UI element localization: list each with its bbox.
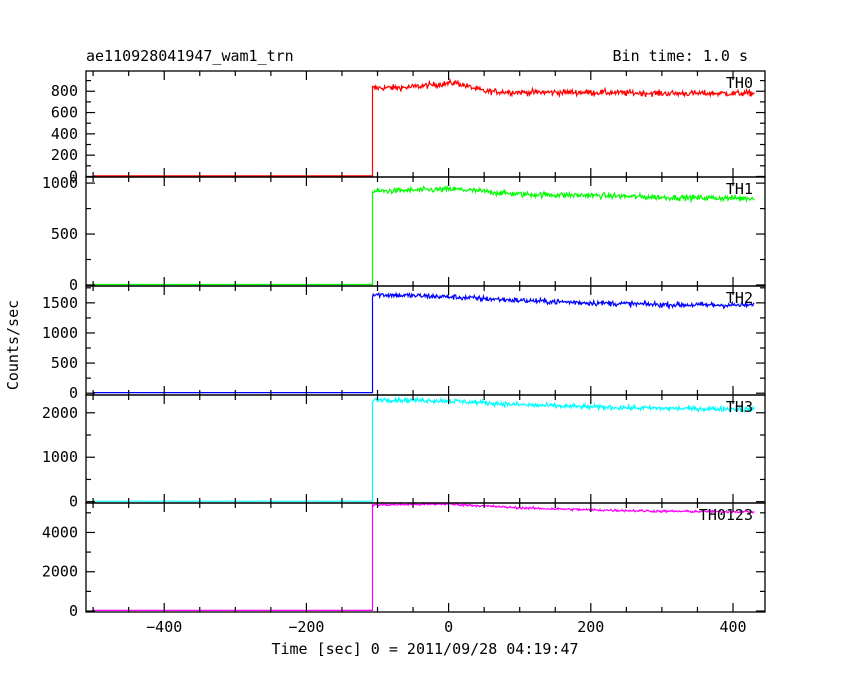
- y-tick-label: 0: [69, 276, 78, 294]
- chart-title: ae110928041947_wam1_trn: [86, 47, 294, 65]
- panel-frame: [85, 502, 766, 613]
- y-axis-label: Counts/sec: [4, 300, 22, 390]
- series-label-th0: TH0: [726, 74, 753, 92]
- y-tick-label: 1000: [42, 174, 78, 192]
- y-tick-label: 200: [51, 146, 78, 164]
- panels-group: 0 200 400 600 800 TH0 0 500 1000 TH1 0 500 1000 1500 T…: [42, 70, 766, 636]
- x-tick-label: 200: [577, 618, 604, 636]
- series-line-th0123: [93, 501, 755, 611]
- y-tick-label: 1000: [42, 324, 78, 342]
- x-tick-label: 0: [444, 618, 453, 636]
- y-tick-label: 2000: [42, 404, 78, 422]
- x-tick-label: 400: [719, 618, 746, 636]
- y-tick-label: 500: [51, 354, 78, 372]
- bin-time-label: Bin time: 1.0 s: [613, 47, 748, 65]
- panel-frame: [85, 285, 766, 396]
- series-line-th2: [93, 291, 755, 394]
- y-tick-label: 600: [51, 104, 78, 122]
- panel-th0: 0 200 400 600 800 TH0: [51, 70, 766, 185]
- y-tick-label: 1000: [42, 448, 78, 466]
- panel-th2: 0 500 1000 1500 TH2: [42, 285, 766, 402]
- y-tick-label: 400: [51, 125, 78, 143]
- panel-frame: [85, 70, 766, 178]
- y-tick-label: 0: [69, 602, 78, 620]
- panel-th1: 0 500 1000 TH1: [42, 174, 766, 294]
- x-tick-label: −200: [288, 618, 324, 636]
- series-label-th3: TH3: [726, 398, 753, 416]
- series-label-th0123: TH0123: [699, 506, 753, 524]
- panel-th3: 0 1000 2000 TH3: [42, 394, 766, 511]
- panel-frame: [85, 394, 766, 504]
- y-tick-label: 2000: [42, 563, 78, 581]
- y-tick-label: 0: [69, 493, 78, 511]
- x-tick-label: −400: [146, 618, 182, 636]
- series-line-th0: [93, 77, 755, 177]
- y-tick-label: 0: [69, 384, 78, 402]
- y-tick-label: 0: [69, 167, 78, 185]
- series-line-th3: [93, 395, 755, 502]
- y-tick-label: 1500: [42, 294, 78, 312]
- series-label-th2: TH2: [726, 289, 753, 307]
- y-tick-label: 800: [51, 82, 78, 100]
- series-label-th1: TH1: [726, 180, 753, 198]
- x-axis-label: Time [sec] 0 = 2011/09/28 04:19:47: [271, 640, 578, 658]
- series-line-th1: [93, 184, 755, 286]
- y-tick-label: 500: [51, 225, 78, 243]
- panel-th0123: 0 2000 4000 TH0123: [42, 501, 766, 620]
- panel-frame: [85, 176, 766, 287]
- y-tick-label: 4000: [42, 523, 78, 541]
